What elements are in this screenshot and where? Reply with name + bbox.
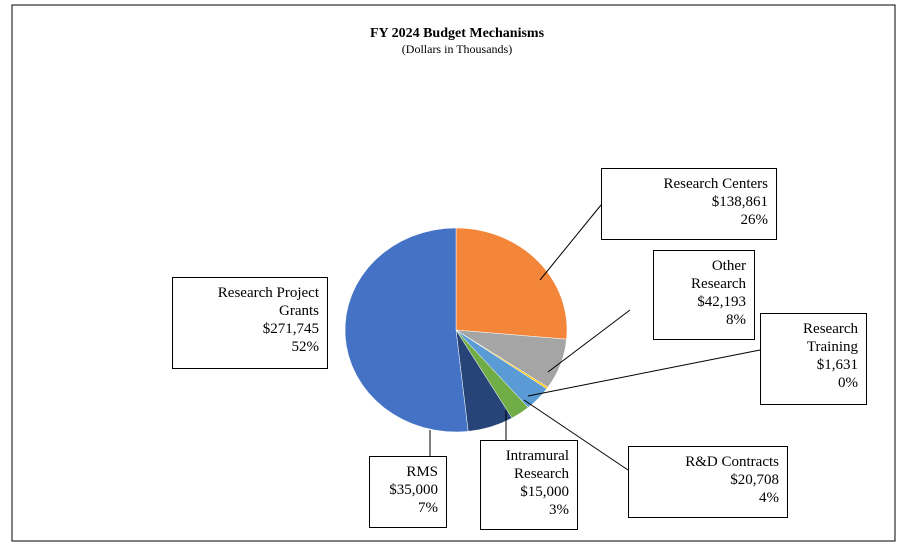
slice-label: Other Research $42,193 8% — [653, 250, 755, 340]
percent-label: 52% — [291, 339, 320, 355]
value-label: $35,000 — [389, 482, 438, 498]
percent-label: 26% — [740, 212, 769, 228]
category-label: Research Project Grants — [217, 285, 319, 319]
percent-label: 4% — [759, 490, 779, 506]
leader-line — [523, 399, 629, 471]
slice-label: Research Training $1,631 0% — [760, 313, 867, 405]
slice-label: RMS $35,000 7% — [369, 456, 447, 528]
percent-label: 7% — [418, 500, 438, 516]
percent-label: 3% — [549, 502, 569, 518]
chart-subtitle: (Dollars in Thousands) — [402, 42, 512, 56]
value-label: $138,861 — [711, 194, 768, 210]
leader-line — [527, 349, 761, 397]
value-label: $20,708 — [730, 472, 779, 488]
pie-slice — [455, 227, 568, 340]
category-label: R&D Contracts — [685, 454, 779, 470]
percent-label: 0% — [838, 375, 858, 391]
category-label: Other Research — [691, 258, 746, 292]
percent-label: 8% — [726, 312, 746, 328]
leader-line — [539, 204, 602, 281]
value-label: $42,193 — [697, 294, 746, 310]
value-label: $1,631 — [816, 357, 858, 373]
slice-label: R&D Contracts $20,708 4% — [628, 446, 788, 518]
value-label: $271,745 — [262, 321, 319, 337]
category-label: Research Training — [803, 321, 858, 355]
pie-slice — [344, 227, 469, 433]
chart-title: FY 2024 Budget Mechanisms — [370, 26, 545, 41]
slice-label: Research Centers $138,861 26% — [601, 168, 777, 240]
category-label: Research Centers — [663, 176, 768, 192]
leader-line — [547, 309, 631, 373]
slice-label: Intramural Research $15,000 3% — [480, 440, 578, 530]
category-label: Intramural Research — [505, 448, 569, 482]
value-label: $15,000 — [520, 484, 569, 500]
category-label: RMS — [406, 464, 438, 480]
slice-label: Research Project Grants $271,745 52% — [172, 277, 328, 369]
